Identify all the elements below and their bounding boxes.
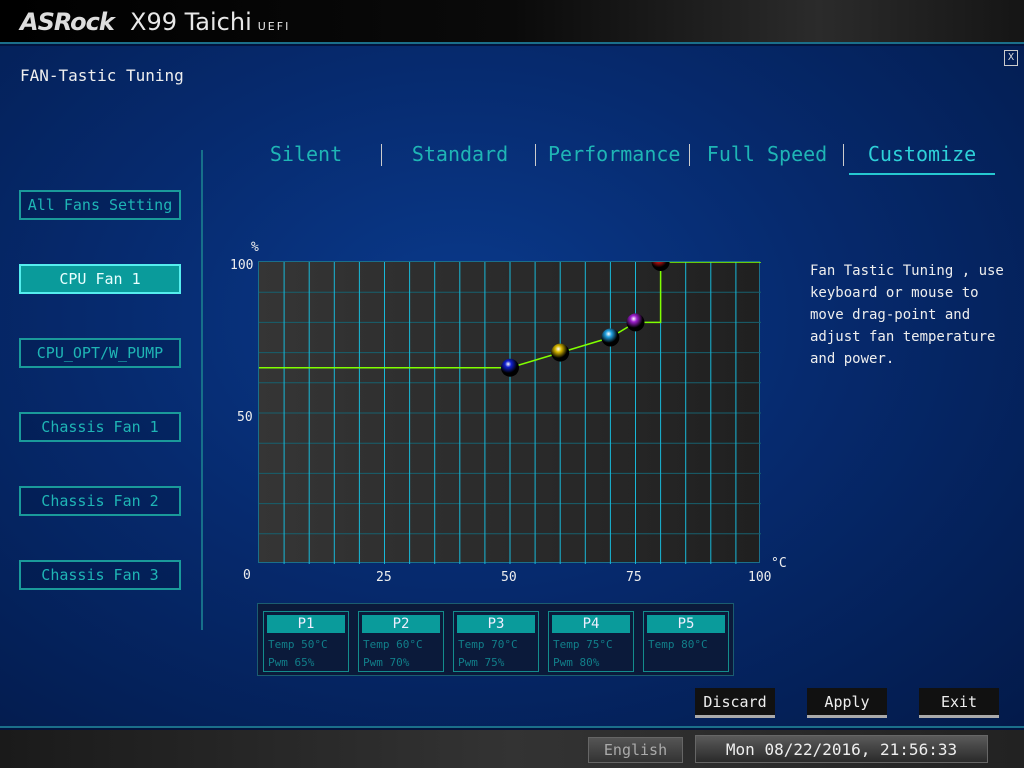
point-pwm: Pwm 80% [553, 656, 600, 669]
x-tick-label: 50 [501, 570, 517, 585]
drag-point-p3[interactable] [601, 328, 620, 347]
point-pwm: Pwm 75% [458, 656, 505, 669]
drag-point-p2[interactable] [551, 343, 570, 362]
tab-standard[interactable]: Standard [411, 142, 509, 166]
point-card-p1: P1 Temp 50°C Pwm 65% [263, 611, 349, 672]
fan-chassis-fan-3[interactable]: Chassis Fan 3 [19, 560, 181, 590]
point-card-p5: P5 Temp 80°C [643, 611, 729, 672]
point-name: P4 [552, 615, 630, 633]
y-axis-label: % [251, 240, 259, 255]
active-tab-underline [849, 173, 995, 175]
board-model: X99 Taichi UEFI [130, 8, 291, 36]
x-tick-label: 75 [626, 570, 642, 585]
point-temp: Temp 50°C [268, 638, 328, 651]
tab-divider [535, 144, 536, 166]
apply-button[interactable]: Apply [807, 688, 887, 718]
fan-curve-chart[interactable] [258, 261, 761, 564]
x-tick-label: 100 [748, 570, 772, 585]
drag-point-p4[interactable] [626, 313, 645, 332]
point-temp: Temp 70°C [458, 638, 518, 651]
points-table: P1 Temp 50°C Pwm 65% P2 Temp 60°C Pwm 70% P3… [257, 603, 734, 676]
drag-point-p1[interactable] [501, 358, 519, 377]
page-title: FAN-Tastic Tuning [20, 66, 184, 85]
point-pwm: Pwm 70% [363, 656, 410, 669]
point-temp: Temp 60°C [363, 638, 423, 651]
point-pwm: Pwm 65% [268, 656, 315, 669]
fan-chassis-fan-2[interactable]: Chassis Fan 2 [19, 486, 181, 516]
tab-divider [843, 144, 844, 166]
drag-point-p5[interactable] [651, 262, 670, 271]
tab-divider [381, 144, 382, 166]
point-temp: Temp 75°C [553, 638, 613, 651]
tab-divider [689, 144, 690, 166]
brand-logo: ASRock [20, 8, 115, 36]
point-card-p3: P3 Temp 70°C Pwm 75% [453, 611, 539, 672]
point-name: P1 [267, 615, 345, 633]
x-tick-label: 25 [376, 570, 392, 585]
fan-curve-svg[interactable] [259, 262, 761, 564]
point-card-p2: P2 Temp 60°C Pwm 70% [358, 611, 444, 672]
discard-button[interactable]: Discard [695, 688, 775, 718]
fan-chassis-fan-1[interactable]: Chassis Fan 1 [19, 412, 181, 442]
fan-cpu-fan-1[interactable]: CPU Fan 1 [19, 264, 181, 294]
fan-all-fans-setting[interactable]: All Fans Setting [19, 190, 181, 220]
y-tick-label: 100 [230, 258, 254, 273]
y-tick-label: 0 [243, 568, 251, 583]
point-card-p4: P4 Temp 75°C Pwm 80% [548, 611, 634, 672]
exit-button[interactable]: Exit [919, 688, 999, 718]
sidebar-divider [201, 150, 203, 630]
tab-full-speed[interactable]: Full Speed [706, 142, 828, 166]
tab-customize[interactable]: Customize [867, 142, 977, 166]
tab-performance[interactable]: Performance [548, 142, 681, 166]
fan-cpu-opt-w-pump[interactable]: CPU_OPT/W_PUMP [19, 338, 181, 368]
point-name: P2 [362, 615, 440, 633]
help-text: Fan Tastic Tuning , use keyboard or mous… [810, 263, 1004, 367]
close-button[interactable]: X [1004, 50, 1018, 66]
point-name: P3 [457, 615, 535, 633]
point-name: P5 [647, 615, 725, 633]
y-tick-label: 50 [237, 410, 253, 425]
point-temp: Temp 80°C [648, 638, 708, 651]
top-banner: ASRock X99 Taichi UEFI [0, 0, 1024, 44]
language-button[interactable]: English [588, 737, 683, 763]
x-axis-label: °C [771, 556, 787, 571]
datetime-display: Mon 08/22/2016, 21:56:33 [695, 735, 988, 763]
tab-silent[interactable]: Silent [269, 142, 343, 166]
